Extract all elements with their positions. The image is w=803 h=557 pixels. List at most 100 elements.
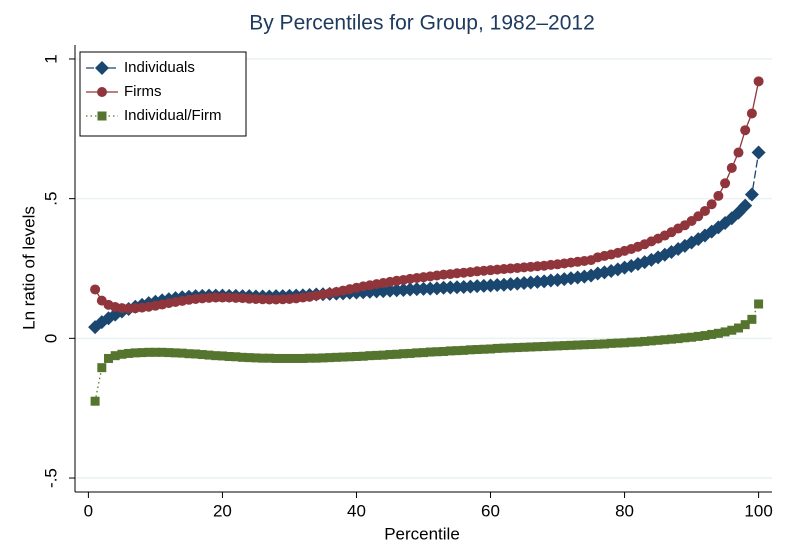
square-marker [150,347,160,357]
square-marker [666,334,676,344]
square-marker [164,348,174,358]
diamond-marker [751,145,766,160]
circle-marker [720,178,731,189]
square-marker [687,332,697,342]
square-marker [130,348,140,358]
square-marker [157,347,167,357]
square-marker [620,338,630,348]
square-marker [251,353,261,363]
circle-marker [740,125,751,136]
square-marker [506,343,516,353]
square-marker [526,342,536,352]
square-marker [137,348,147,358]
square-marker [258,353,268,363]
square-marker [492,343,502,353]
square-marker [97,363,107,373]
square-marker [539,341,549,351]
square-marker [499,343,509,353]
y-tick-label: -.5 [41,468,60,488]
square-marker [104,353,114,363]
square-marker [445,346,455,356]
x-tick-label: 40 [347,501,366,520]
square-marker [747,314,757,324]
y-tick-label: 1 [41,54,60,63]
square-marker [660,335,670,345]
square-marker [720,327,730,337]
y-tick-label: .5 [41,192,60,206]
square-marker [358,351,368,361]
square-marker [238,352,248,362]
square-marker [365,351,375,361]
square-marker [452,346,462,356]
square-marker [325,353,335,363]
circle-marker [90,284,101,295]
square-marker [626,337,636,347]
diamond-marker [651,250,666,265]
diamond-marker [95,61,109,75]
legend-label: Individual/Firm [124,107,222,124]
square-marker [579,340,589,350]
square-marker [646,336,656,346]
square-marker [733,323,743,333]
square-marker [486,344,496,354]
square-marker [217,351,227,361]
square-marker [566,340,576,350]
square-marker [439,346,449,356]
square-marker [144,347,154,357]
square-marker [345,352,355,362]
square-marker [271,353,281,363]
square-marker [599,339,609,349]
square-marker [351,352,361,362]
square-marker [459,345,469,355]
square-marker [754,299,764,309]
x-tick-label: 100 [744,501,772,520]
square-marker [707,329,717,339]
square-marker [224,352,234,362]
square-marker [291,353,301,363]
square-marker [419,348,428,358]
square-marker [264,353,274,363]
square-marker [633,337,643,347]
square-marker [680,333,690,343]
square-marker [727,325,737,335]
square-marker [244,353,254,363]
square-marker [425,347,435,357]
square-marker [586,339,596,349]
square-marker [90,396,100,406]
circle-marker [733,147,744,158]
square-marker [311,353,321,363]
square-marker [640,336,650,346]
square-marker [392,349,402,359]
square-marker [331,352,341,362]
circle-marker [753,76,764,87]
square-marker [700,331,710,341]
square-marker [204,350,214,360]
square-marker [318,353,328,363]
circle-marker [746,108,757,119]
legend-box [79,51,247,137]
square-marker [546,341,556,351]
square-marker [606,338,616,348]
square-marker [465,345,475,355]
square-marker [231,352,241,362]
diamond-marker [738,198,753,213]
square-marker [472,345,482,355]
square-marker [197,350,207,360]
square-marker [278,353,288,363]
circle-marker [706,199,717,210]
square-marker [405,348,415,358]
square-marker [305,353,315,363]
square-marker [412,348,422,358]
square-marker [184,349,194,359]
x-axis-label: Percentile [384,524,460,543]
square-marker [713,328,723,338]
square-marker [338,352,348,362]
circle-marker [726,162,737,173]
x-tick-label: 60 [481,501,500,520]
square-marker [124,348,134,358]
square-marker [653,335,663,345]
square-marker [97,111,107,121]
square-marker [298,353,308,363]
square-marker [573,340,583,350]
